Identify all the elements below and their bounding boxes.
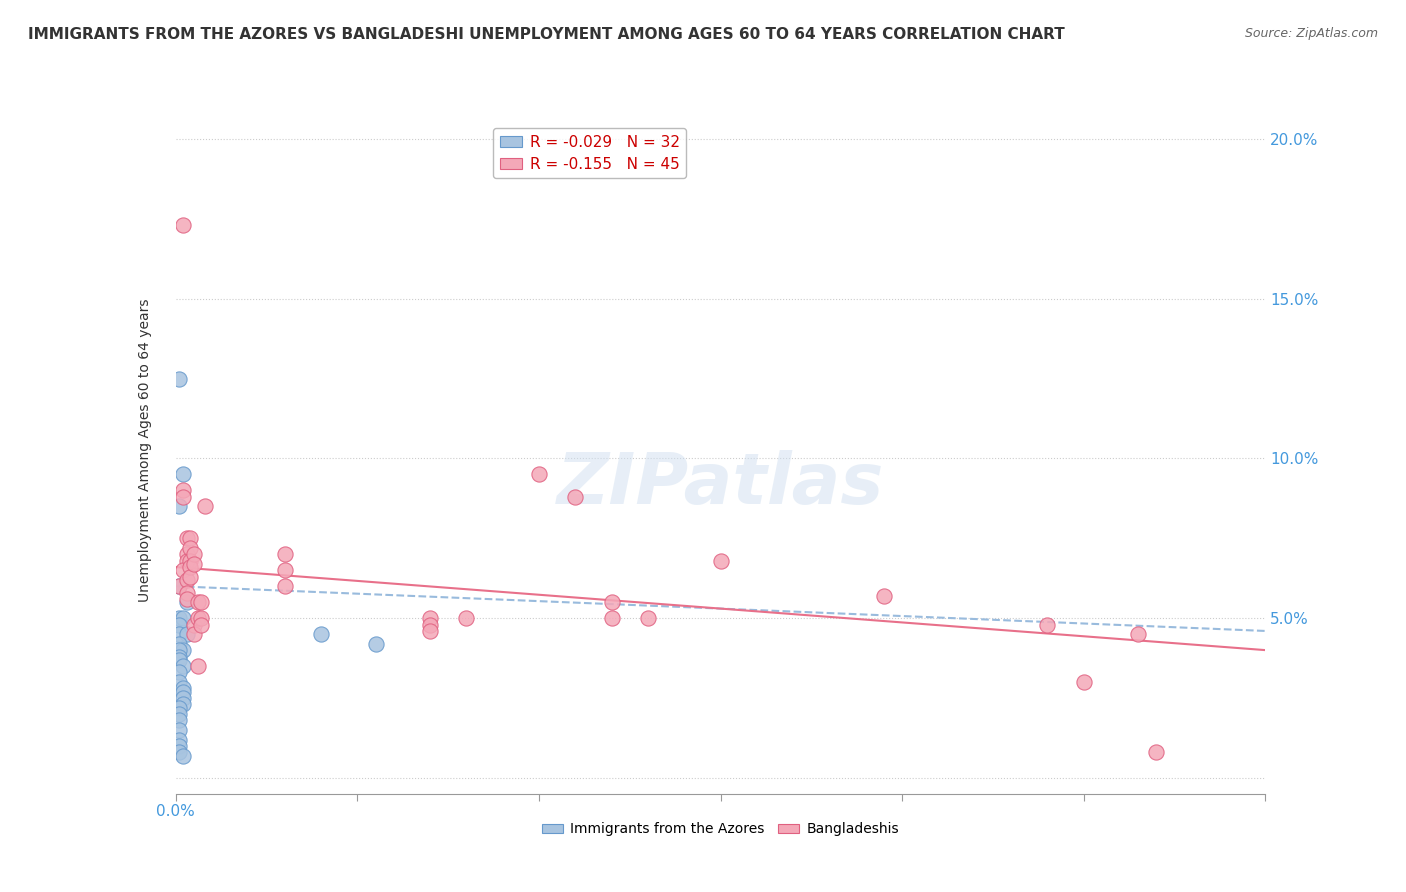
Point: [172, 698, 194, 712]
Point: [176, 554, 198, 568]
Point: [169, 617, 191, 632]
Point: [172, 659, 194, 673]
Point: [364, 637, 387, 651]
Point: [169, 371, 191, 385]
Point: [873, 589, 896, 603]
Point: [176, 585, 198, 599]
Point: [186, 659, 209, 673]
Point: [169, 649, 191, 664]
Point: [169, 706, 191, 721]
Point: [419, 611, 441, 625]
Point: [190, 611, 212, 625]
Point: [176, 531, 198, 545]
Point: [169, 732, 191, 747]
Point: [169, 653, 191, 667]
Point: [1146, 745, 1168, 759]
Point: [274, 579, 297, 593]
Point: [172, 563, 194, 577]
Point: [172, 681, 194, 696]
Point: [169, 611, 191, 625]
Point: [179, 531, 201, 545]
Point: [169, 637, 191, 651]
Point: [456, 611, 478, 625]
Point: [183, 557, 205, 571]
Point: [172, 490, 194, 504]
Point: [176, 592, 198, 607]
Text: IMMIGRANTS FROM THE AZORES VS BANGLADESHI UNEMPLOYMENT AMONG AGES 60 TO 64 YEARS: IMMIGRANTS FROM THE AZORES VS BANGLADESH…: [28, 27, 1064, 42]
Point: [172, 643, 194, 657]
Point: [564, 490, 586, 504]
Text: Source: ZipAtlas.com: Source: ZipAtlas.com: [1244, 27, 1378, 40]
Point: [179, 569, 201, 583]
Point: [274, 547, 297, 561]
Point: [169, 745, 191, 759]
Point: [1128, 627, 1150, 641]
Point: [600, 595, 623, 609]
Point: [172, 219, 194, 233]
Point: [172, 467, 194, 482]
Point: [169, 675, 191, 690]
Point: [172, 684, 194, 698]
Point: [169, 739, 191, 753]
Point: [176, 627, 198, 641]
Point: [1073, 675, 1095, 690]
Point: [169, 500, 191, 514]
Point: [172, 483, 194, 498]
Point: [194, 500, 217, 514]
Text: 0.0%: 0.0%: [156, 805, 195, 819]
Point: [176, 595, 198, 609]
Point: [186, 595, 209, 609]
Point: [274, 563, 297, 577]
Point: [600, 611, 623, 625]
Point: [169, 579, 191, 593]
Text: ZIPatlas: ZIPatlas: [557, 450, 884, 519]
Point: [710, 554, 733, 568]
Point: [190, 617, 212, 632]
Point: [176, 547, 198, 561]
Point: [169, 579, 191, 593]
Point: [172, 691, 194, 706]
Point: [183, 547, 205, 561]
Point: [179, 554, 201, 568]
Point: [169, 714, 191, 728]
Point: [637, 611, 659, 625]
Point: [183, 617, 205, 632]
Point: [169, 665, 191, 680]
Point: [1036, 617, 1059, 632]
Point: [172, 748, 194, 763]
Point: [186, 611, 209, 625]
Point: [169, 643, 191, 657]
Point: [176, 573, 198, 587]
Legend: Immigrants from the Azores, Bangladeshis: Immigrants from the Azores, Bangladeshis: [537, 817, 904, 842]
Point: [419, 624, 441, 638]
Y-axis label: Unemployment Among Ages 60 to 64 years: Unemployment Among Ages 60 to 64 years: [138, 299, 152, 602]
Point: [169, 723, 191, 737]
Point: [179, 560, 201, 574]
Point: [190, 595, 212, 609]
Point: [183, 627, 205, 641]
Point: [527, 467, 550, 482]
Point: [419, 617, 441, 632]
Point: [169, 700, 191, 714]
Point: [169, 627, 191, 641]
Point: [172, 611, 194, 625]
Point: [179, 541, 201, 555]
Point: [309, 627, 332, 641]
